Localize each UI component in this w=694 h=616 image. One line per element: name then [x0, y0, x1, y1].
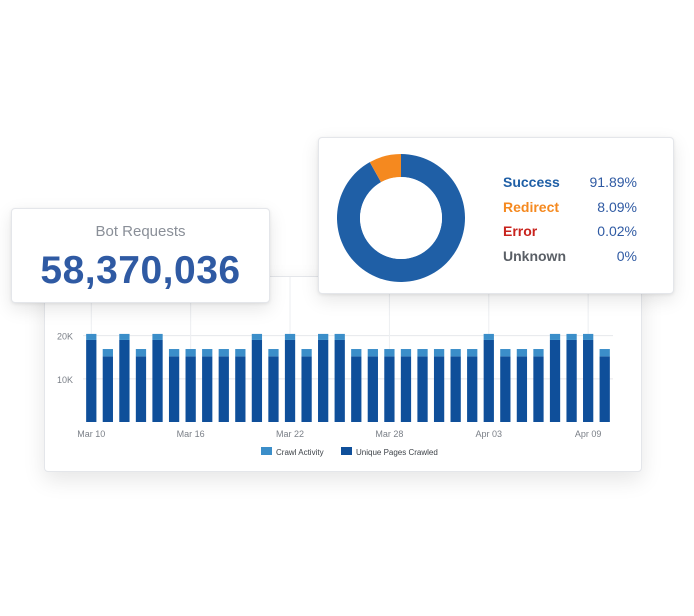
bar-crawl-activity [533, 349, 544, 357]
status-row-redirect: Redirect 8.09% [503, 199, 637, 219]
bar-crawl-activity [516, 349, 528, 357]
bar-unique-pages [599, 356, 610, 422]
donut-hole [360, 177, 442, 259]
bar-crawl-activity [86, 333, 97, 340]
bar-crawl-activity [119, 333, 130, 340]
status-label-unknown: Unknown [503, 248, 566, 264]
bar-unique-pages [500, 356, 511, 422]
x-tick-label: Mar 28 [375, 429, 403, 439]
bar-crawl-activity [251, 333, 263, 340]
bar-crawl-activity [599, 349, 610, 357]
bot-requests-value: 58,370,036 [40, 249, 241, 292]
y-tick-label: 10K [57, 375, 73, 385]
bar-unique-pages [400, 356, 412, 422]
bar-unique-pages [566, 339, 577, 422]
bar-unique-pages [135, 356, 147, 422]
bar-unique-pages [367, 356, 378, 422]
bar-unique-pages [218, 356, 229, 422]
bar-unique-pages [86, 339, 97, 422]
status-label-error: Error [503, 223, 538, 239]
legend-label[interactable]: Unique Pages Crawled [356, 448, 438, 457]
bar-crawl-activity [467, 349, 478, 357]
status-value-redirect: 8.09% [597, 199, 637, 215]
bar-crawl-activity [500, 349, 511, 357]
bar-crawl-activity [433, 349, 445, 357]
bar-unique-pages [583, 339, 594, 422]
status-row-error: Error 0.02% [503, 223, 637, 243]
bar-unique-pages [119, 339, 130, 422]
bot-requests-title: Bot Requests [95, 223, 186, 240]
bar-crawl-activity [102, 349, 113, 357]
bar-crawl-activity [566, 333, 577, 340]
crawl-bar-chart: 10K 20K Mar 10 Mar 16 Mar 22 Mar 28 Apr 03 Apr … [57, 277, 613, 457]
bar-unique-pages [417, 356, 428, 422]
status-card: Success 91.89% Redirect 8.09% Error 0.02… [318, 137, 674, 294]
bar-unique-pages [152, 339, 163, 422]
status-value-success: 91.89% [589, 174, 637, 190]
bar-crawl-activity [367, 349, 378, 357]
status-row-unknown: Unknown 0% [503, 248, 637, 268]
bar-unique-pages [301, 356, 312, 422]
status-value-error: 0.02% [597, 223, 637, 239]
status-label-redirect: Redirect [503, 199, 560, 215]
bar-unique-pages [384, 356, 395, 422]
bar-crawl-activity [583, 333, 594, 340]
bar-crawl-activity [152, 333, 163, 340]
donut-slice-success [337, 154, 465, 282]
bar-unique-pages [516, 356, 528, 422]
bar-unique-pages [450, 356, 461, 422]
bot-requests-card: Bot Requests 58,370,036 [11, 208, 270, 303]
bar-crawl-activity [301, 349, 312, 357]
bar-crawl-activity [483, 333, 494, 340]
bar-unique-pages [351, 356, 362, 422]
bar-crawl-activity [400, 349, 412, 357]
bar-crawl-activity [284, 333, 296, 340]
bar-crawl-activity [185, 349, 196, 357]
crawl-chart-card: 10K 20K Mar 10 Mar 16 Mar 22 Mar 28 Apr 03 Apr … [44, 276, 642, 472]
donut-slice-error [369, 162, 382, 183]
x-tick-label: Mar 10 [77, 429, 105, 439]
x-tick-label: Mar 16 [177, 429, 205, 439]
bar-crawl-activity [202, 349, 213, 357]
bar-unique-pages [102, 356, 113, 422]
status-row-success: Success 91.89% [503, 174, 637, 194]
status-label-success: Success [503, 174, 560, 190]
status-donut-chart [337, 154, 465, 282]
bar-crawl-activity [334, 333, 345, 340]
legend-swatch [341, 447, 352, 455]
bar-crawl-activity [417, 349, 428, 357]
bar-unique-pages [185, 356, 196, 422]
donut-slice-redirect [369, 154, 401, 183]
bar-crawl-activity [235, 349, 246, 357]
status-value-unknown: 0% [616, 248, 637, 264]
bar-unique-pages [318, 339, 329, 422]
bar-unique-pages [251, 339, 263, 422]
bar-unique-pages [433, 356, 445, 422]
bar-unique-pages [268, 356, 279, 422]
bar-crawl-activity [318, 333, 329, 340]
bar-crawl-activity [135, 349, 147, 357]
bar-unique-pages [467, 356, 478, 422]
legend-label[interactable]: Crawl Activity [276, 448, 324, 457]
bar-crawl-activity [218, 349, 229, 357]
bar-crawl-activity [268, 349, 279, 357]
x-tick-label: Apr 03 [476, 429, 503, 439]
bar-crawl-activity [168, 349, 180, 357]
x-tick-label: Mar 22 [276, 429, 304, 439]
bar-unique-pages [483, 339, 494, 422]
bar-unique-pages [202, 356, 213, 422]
y-tick-label: 20K [57, 332, 73, 342]
bar-crawl-activity [384, 349, 395, 357]
x-tick-label: Apr 09 [575, 429, 602, 439]
bar-unique-pages [168, 356, 180, 422]
bar-unique-pages [235, 356, 246, 422]
bar-unique-pages [334, 339, 345, 422]
bar-unique-pages [549, 339, 561, 422]
bar-unique-pages [533, 356, 544, 422]
bar-crawl-activity [450, 349, 461, 357]
bar-unique-pages [284, 339, 296, 422]
bar-crawl-activity [351, 349, 362, 357]
legend-swatch [261, 447, 272, 455]
bar-crawl-activity [549, 333, 561, 340]
